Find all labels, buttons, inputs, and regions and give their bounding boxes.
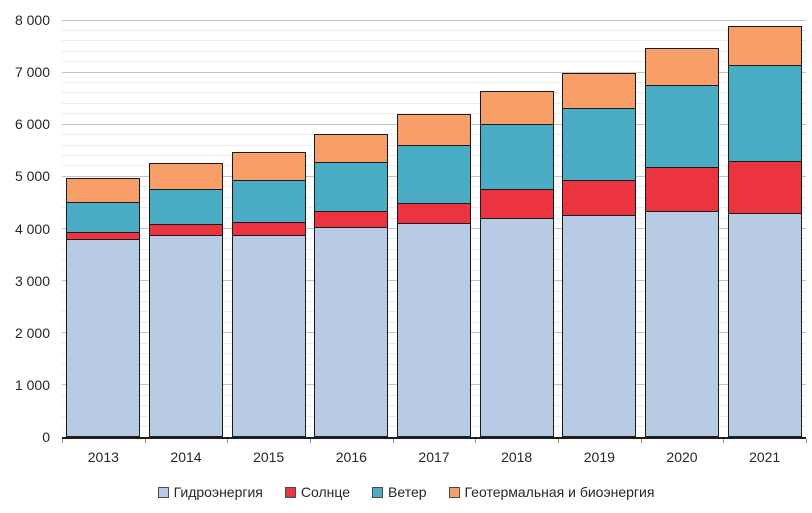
minor-gridline [62,102,806,104]
plot-area [62,19,806,439]
legend-label: Геотермальная и биоэнергия [464,484,655,500]
bar-2015 [231,20,306,437]
legend-label: Ветер [388,484,427,500]
legend-label: Солнце [300,484,351,500]
legend-swatch-icon [448,486,460,498]
bar-2018 [479,20,554,437]
y-axis-label: 3 000 [14,272,50,289]
bar-segment-2019-series-3 [562,73,637,109]
x-axis-label: 2017 [418,449,450,465]
y-axis-label: 7 000 [14,64,50,81]
bar-segment-2015-series-1 [231,222,306,236]
y-axis-label: 8 000 [14,12,50,28]
bar-segment-2019-series-1 [562,179,637,217]
bar-segment-2013-series-3 [66,177,141,203]
legend-label: Гидроэнергия [173,484,263,500]
bar-segment-2020-series-0 [645,210,719,437]
bar-segment-2021-series-2 [727,65,802,163]
bar-segment-2021-series-0 [727,212,802,437]
category-boundary-tick [144,439,146,443]
bar-segment-2018-series-1 [479,189,554,219]
minor-gridline [62,92,806,94]
bar-segment-2015-series-2 [231,180,306,224]
major-gridline [62,71,806,73]
minor-gridline [62,29,806,31]
x-axis-label: 2014 [170,449,202,465]
legend-item-1: Солнце [284,484,351,500]
category-boundary-tick [806,439,807,443]
x-axis-label: 2020 [666,449,698,465]
legend-swatch-icon [157,486,169,498]
x-axis-label: 2013 [87,449,119,465]
bar-segment-2013-series-2 [66,201,141,234]
minor-gridline [62,61,806,63]
bar-segment-2016-series-1 [314,211,389,228]
bar-segment-2020-series-3 [645,47,719,86]
legend: Гидроэнергия Солнце Ветер Геотермальная и б… [0,484,812,500]
bar-segment-2019-series-0 [562,215,637,437]
category-boundary-tick [310,439,311,443]
y-axis-label: 5 000 [14,168,50,185]
bar-segment-2014-series-3 [149,163,223,190]
bar-segment-2021-series-1 [727,161,802,214]
x-axis-label: 2015 [253,449,285,465]
legend-swatch-icon [284,486,296,498]
legend-swatch-icon [372,486,384,498]
bar-2013 [66,20,141,437]
bar-segment-2021-series-3 [727,25,802,67]
x-axis-label: 2019 [583,449,615,465]
category-boundary-tick [723,439,725,443]
bar-2014 [149,20,223,437]
legend-item-2: Ветер [372,484,427,500]
x-axis-label: 2018 [501,449,533,465]
bar-segment-2020-series-2 [645,84,719,168]
minor-gridline [62,50,806,52]
category-boundary-tick [392,439,394,443]
bar-segment-2014-series-0 [149,235,223,437]
bar-segment-2015-series-3 [231,152,306,182]
bar-2016 [314,20,389,437]
y-axis-label: 4 000 [14,220,50,237]
bar-2019 [562,20,637,437]
minor-gridline [62,82,806,84]
bar-segment-2020-series-1 [645,166,719,212]
bar-segment-2018-series-0 [479,217,554,437]
category-boundary-tick [227,439,229,443]
bar-segment-2018-series-3 [479,91,554,126]
bar-2021 [727,20,802,437]
y-axis-label: 0 [42,429,50,445]
legend-item-3: Геотермальная и биоэнергия [448,484,655,500]
bar-segment-2017-series-2 [397,144,471,204]
bar-segment-2018-series-2 [479,124,554,191]
bar-segment-2015-series-0 [231,234,306,437]
category-boundary-tick [62,439,63,443]
bar-segment-2016-series-0 [314,226,389,437]
legend-item-0: Гидроэнергия [157,484,263,500]
x-axis-label: 2021 [749,449,781,465]
x-axis-label: 2016 [335,449,367,465]
y-axis-label: 6 000 [14,116,50,133]
bar-segment-2017-series-3 [397,113,471,146]
bar-segment-2019-series-2 [562,107,637,181]
bar-segment-2017-series-0 [397,223,471,437]
major-gridline [62,19,806,21]
minor-gridline [62,40,806,42]
bar-segment-2016-series-3 [314,134,389,164]
bar-segment-2017-series-1 [397,202,471,225]
bar-segment-2016-series-2 [314,162,389,213]
bar-2017 [397,20,471,437]
bar-segment-2014-series-2 [149,188,223,226]
y-axis-label: 1 000 [14,376,50,393]
category-boundary-tick [640,439,642,443]
bar-segment-2013-series-0 [66,238,141,437]
bar-2020 [645,20,719,437]
y-axis-label: 2 000 [14,324,50,341]
category-boundary-tick [558,439,559,443]
category-boundary-tick [475,439,477,443]
